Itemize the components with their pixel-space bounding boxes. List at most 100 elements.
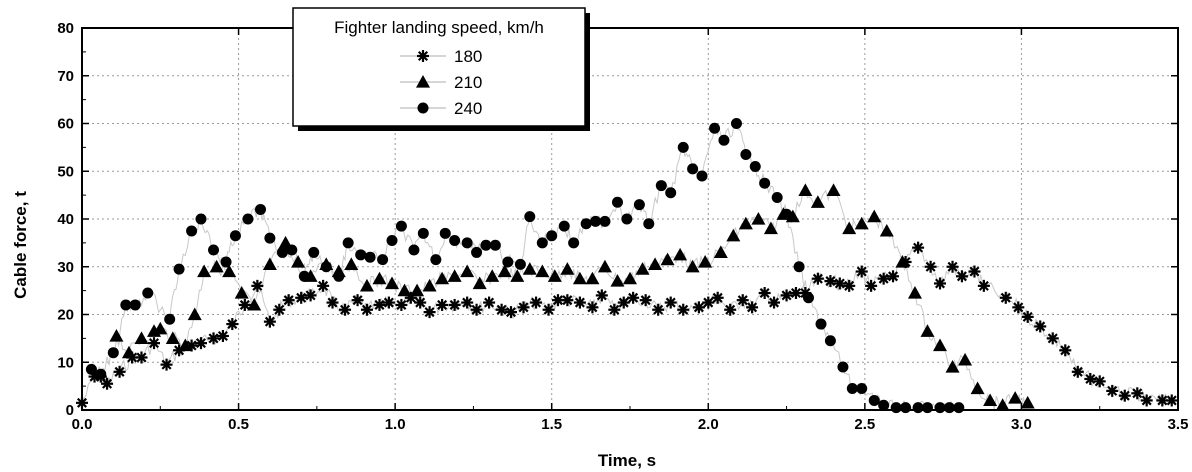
point-210 — [907, 286, 922, 299]
point-180 — [664, 296, 677, 309]
y-tick-label: 10 — [57, 354, 74, 371]
asterisk-stroke — [866, 280, 877, 291]
point-180 — [1071, 365, 1084, 378]
x-axis-label: Time, s — [598, 451, 656, 470]
point-240 — [856, 383, 868, 395]
point-240 — [173, 263, 185, 275]
y-tick-label: 70 — [57, 68, 74, 85]
point-240 — [439, 227, 451, 239]
point-240 — [220, 256, 232, 268]
legend-marker-210 — [416, 75, 430, 88]
point-240 — [568, 237, 580, 249]
point-210 — [785, 209, 800, 223]
point-240 — [208, 244, 220, 256]
point-240 — [120, 299, 132, 311]
point-180 — [968, 265, 981, 278]
point-210 — [535, 264, 550, 278]
asterisk-stroke — [383, 297, 394, 308]
asterisk-stroke — [531, 297, 542, 308]
point-180 — [461, 296, 474, 309]
point-240 — [687, 163, 699, 175]
asterisk-stroke — [665, 297, 676, 308]
point-180 — [194, 337, 207, 350]
point-180 — [251, 279, 264, 292]
point-180 — [843, 279, 856, 292]
asterisk-stroke — [653, 304, 664, 315]
point-180 — [414, 296, 427, 309]
point-180 — [448, 298, 461, 311]
point-180 — [1021, 310, 1034, 323]
point-210 — [447, 269, 462, 282]
x-tick-label: 3.5 — [1168, 416, 1189, 433]
asterisk-stroke — [1035, 321, 1046, 332]
point-240 — [759, 177, 771, 189]
point-210 — [1008, 391, 1023, 404]
asterisk-stroke — [781, 290, 792, 301]
point-240 — [580, 218, 592, 230]
point-240 — [164, 313, 176, 325]
point-210 — [344, 257, 359, 270]
point-180 — [586, 301, 599, 314]
asterisk-stroke — [283, 295, 294, 306]
asterisk-stroke — [978, 280, 989, 291]
asterisk-stroke — [396, 299, 407, 310]
point-240 — [718, 134, 730, 146]
point-240 — [95, 368, 107, 380]
asterisk-stroke — [844, 280, 855, 291]
y-tick-label: 20 — [57, 307, 74, 324]
asterisk-stroke — [437, 299, 448, 310]
point-240 — [815, 318, 827, 330]
point-240 — [824, 335, 836, 347]
asterisk-stroke — [1166, 395, 1177, 406]
asterisk-stroke — [114, 366, 125, 377]
point-240 — [837, 361, 849, 373]
asterisk-stroke — [934, 278, 946, 289]
point-180 — [530, 296, 543, 309]
point-210 — [995, 398, 1010, 411]
point-210 — [798, 183, 813, 196]
point-240 — [934, 402, 946, 414]
point-240 — [514, 258, 526, 270]
point-180 — [148, 337, 161, 350]
point-180 — [339, 303, 352, 316]
point-210 — [153, 321, 168, 335]
point-210 — [867, 209, 882, 223]
point-180 — [1118, 389, 1131, 402]
point-180 — [999, 291, 1012, 304]
asterisk-stroke — [747, 302, 758, 313]
point-180 — [495, 303, 508, 316]
asterisk-stroke — [318, 280, 329, 291]
point-240 — [364, 251, 376, 263]
asterisk-stroke — [296, 292, 307, 303]
point-210 — [895, 254, 910, 268]
point-180 — [1093, 375, 1106, 388]
legend-box — [292, 7, 586, 127]
point-180 — [746, 301, 759, 314]
legend-label-210: 210 — [454, 73, 482, 92]
asterisk-stroke — [628, 292, 639, 303]
asterisk-stroke — [856, 266, 867, 277]
y-tick-label: 80 — [57, 20, 74, 37]
axis-ticks: 0.0 0.5 1.0 1.5 2.0 2.5 3.0 3.5 0 10 20 30 40 50 60 70 8… — [57, 20, 1188, 433]
point-240 — [471, 246, 483, 258]
point-180 — [934, 277, 947, 290]
point-240 — [386, 234, 398, 246]
point-240 — [430, 254, 442, 266]
point-240 — [320, 261, 332, 273]
asterisk-stroke — [609, 304, 620, 315]
point-180 — [295, 291, 308, 304]
asterisk-stroke — [925, 261, 936, 272]
point-180 — [924, 260, 937, 273]
point-210 — [372, 271, 387, 285]
x-tick-label: 1.5 — [541, 416, 562, 433]
point-240 — [890, 402, 902, 414]
asterisk-stroke — [1132, 388, 1143, 399]
point-240 — [953, 402, 965, 414]
asterisk-stroke — [449, 299, 460, 310]
point-210 — [397, 283, 412, 297]
point-240 — [242, 213, 254, 225]
point-180 — [326, 296, 339, 309]
point-210 — [610, 274, 625, 287]
point-180 — [946, 260, 959, 273]
point-210 — [648, 257, 663, 270]
